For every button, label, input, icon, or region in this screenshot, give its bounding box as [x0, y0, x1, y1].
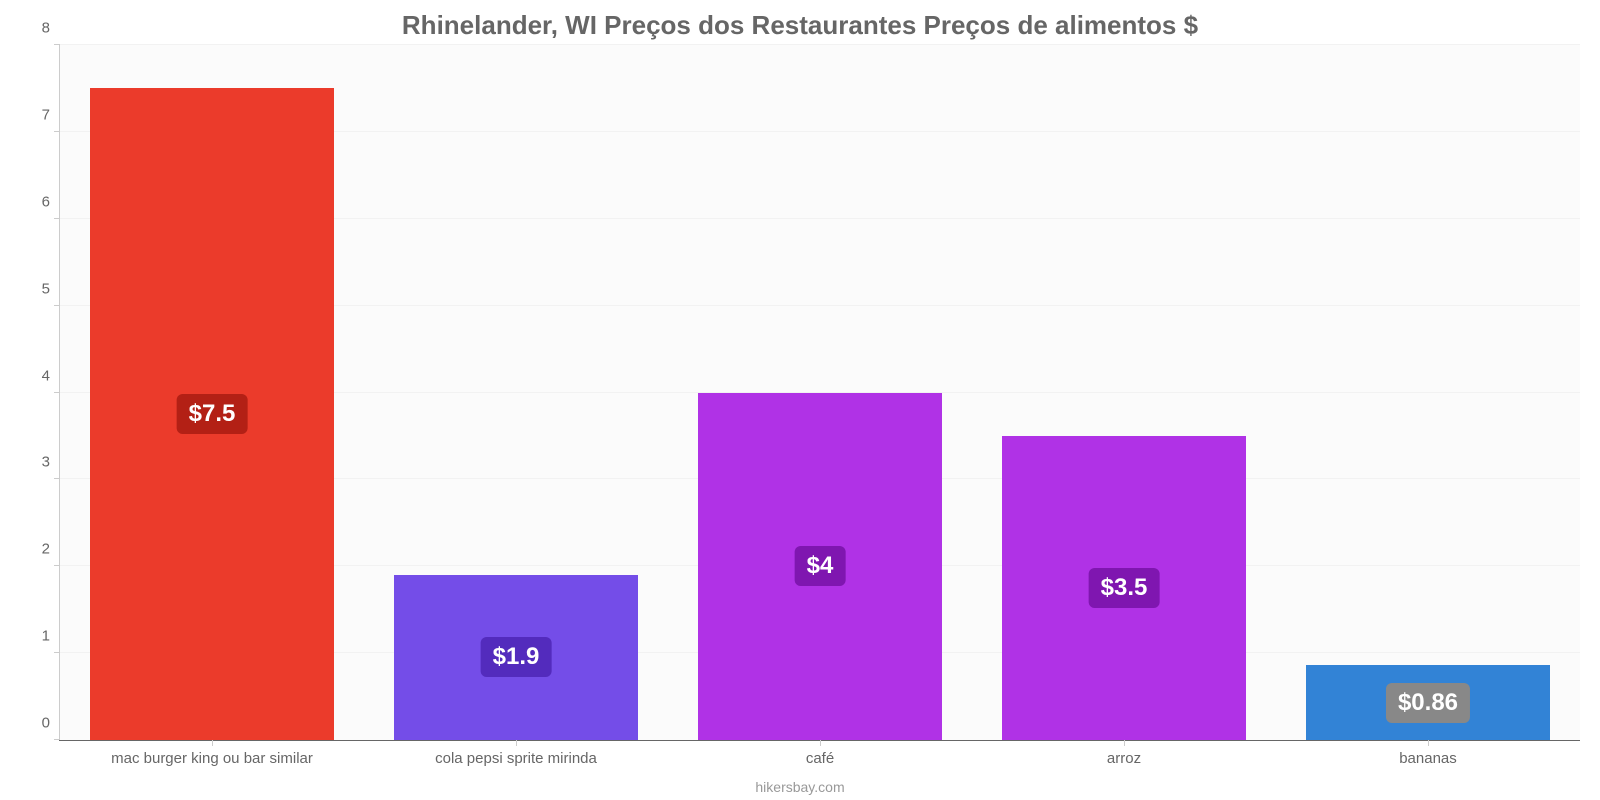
- bar-value-label: $3.5: [1089, 568, 1160, 608]
- bar-value-label: $1.9: [481, 637, 552, 677]
- x-tick-mark: [1428, 740, 1429, 746]
- x-category-label: café: [806, 750, 834, 767]
- x-category-label: arroz: [1107, 750, 1141, 767]
- bar: $7.5: [90, 88, 333, 740]
- gridline: [60, 44, 1580, 45]
- y-tick-mark: [54, 565, 60, 566]
- y-tick-mark: [54, 478, 60, 479]
- bar-value-label: $7.5: [177, 394, 248, 434]
- y-tick-label: 0: [42, 715, 50, 732]
- y-tick-label: 5: [42, 280, 50, 297]
- y-tick-mark: [54, 652, 60, 653]
- y-axis: [59, 45, 60, 740]
- y-tick-mark: [54, 44, 60, 45]
- bar-value-label: $0.86: [1386, 683, 1470, 723]
- bar: $4: [698, 393, 941, 741]
- x-tick-mark: [212, 740, 213, 746]
- y-tick-label: 3: [42, 454, 50, 471]
- x-tick-mark: [1124, 740, 1125, 746]
- x-category-label: bananas: [1399, 750, 1457, 767]
- y-tick-label: 2: [42, 541, 50, 558]
- bar: $3.5: [1002, 436, 1245, 740]
- chart-plot: 012345678$7.5mac burger king ou bar simi…: [60, 45, 1580, 740]
- x-category-label: mac burger king ou bar similar: [111, 750, 313, 767]
- source-attribution: hikersbay.com: [0, 779, 1600, 795]
- y-tick-mark: [54, 739, 60, 740]
- y-tick-label: 4: [42, 367, 50, 384]
- y-tick-label: 8: [42, 20, 50, 37]
- bar: $1.9: [394, 575, 637, 740]
- x-tick-mark: [516, 740, 517, 746]
- y-tick-mark: [54, 131, 60, 132]
- x-tick-mark: [820, 740, 821, 746]
- y-tick-label: 1: [42, 628, 50, 645]
- bar: $0.86: [1306, 665, 1549, 740]
- y-tick-label: 7: [42, 106, 50, 123]
- y-tick-label: 6: [42, 193, 50, 210]
- chart-title: Rhinelander, WI Preços dos Restaurantes …: [0, 0, 1600, 41]
- x-category-label: cola pepsi sprite mirinda: [435, 750, 597, 767]
- bar-value-label: $4: [795, 546, 846, 586]
- y-tick-mark: [54, 305, 60, 306]
- y-tick-mark: [54, 392, 60, 393]
- y-tick-mark: [54, 218, 60, 219]
